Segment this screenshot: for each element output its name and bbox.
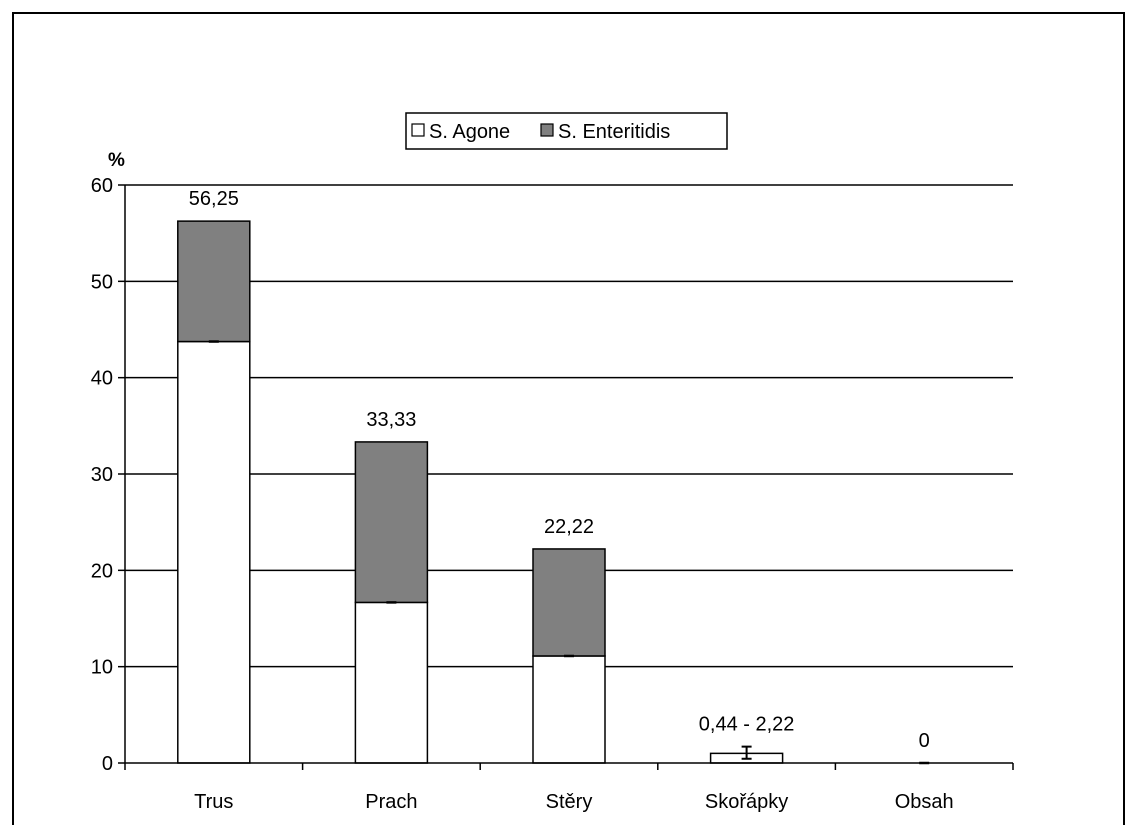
legend: S. Agone S. Enteritidis [405, 112, 728, 150]
y-tick-label-40: 40 [91, 368, 113, 390]
x-tick-label-skořápky: Skořápky [705, 791, 788, 813]
data-label-stěry: 22,22 [544, 516, 594, 538]
bar-trus-series-1 [177, 220, 251, 343]
legend-swatch-s-enteritidis [540, 123, 554, 137]
x-tick-label-prach: Prach [365, 791, 417, 813]
x-tick-label-obsah: Obsah [895, 791, 954, 813]
legend-label-s-enteritidis: S. Enteritidis [558, 121, 670, 143]
bar-trus-series-0 [177, 340, 251, 764]
y-tick-label-50: 50 [91, 271, 113, 293]
bar-prach-series-1 [354, 441, 429, 604]
data-label-skořápky: 0,44 - 2,22 [699, 714, 795, 736]
y-tick-label-10: 10 [91, 657, 113, 679]
bar-stěry-series-1 [532, 548, 606, 657]
data-label-trus: 56,25 [189, 188, 239, 210]
data-label-obsah: 0 [919, 730, 930, 752]
legend-label-s-agone: S. Agone [429, 121, 510, 143]
labels: Trus Prach Stěry Skořápky Obsah 56,25 33,33 22,… [189, 188, 954, 813]
bar-prach-series-0 [354, 601, 429, 764]
x-tick-label-stěry: Stěry [546, 791, 593, 813]
data-label-prach: 33,33 [366, 409, 416, 431]
legend-box [405, 112, 728, 150]
y-axis-unit-label: % [108, 150, 125, 171]
y-tick-label-0: 0 [102, 753, 113, 775]
y-tick-label-20: 20 [91, 560, 113, 582]
y-tick-label-60: 60 [91, 175, 113, 197]
y-tick-label-30: 30 [91, 464, 113, 486]
bar-stěry-series-0 [532, 655, 606, 764]
legend-swatch-s-agone [411, 123, 425, 137]
x-tick-label-trus: Trus [194, 791, 233, 813]
axes: 0 10 20 30 40 50 60 [91, 175, 1014, 775]
